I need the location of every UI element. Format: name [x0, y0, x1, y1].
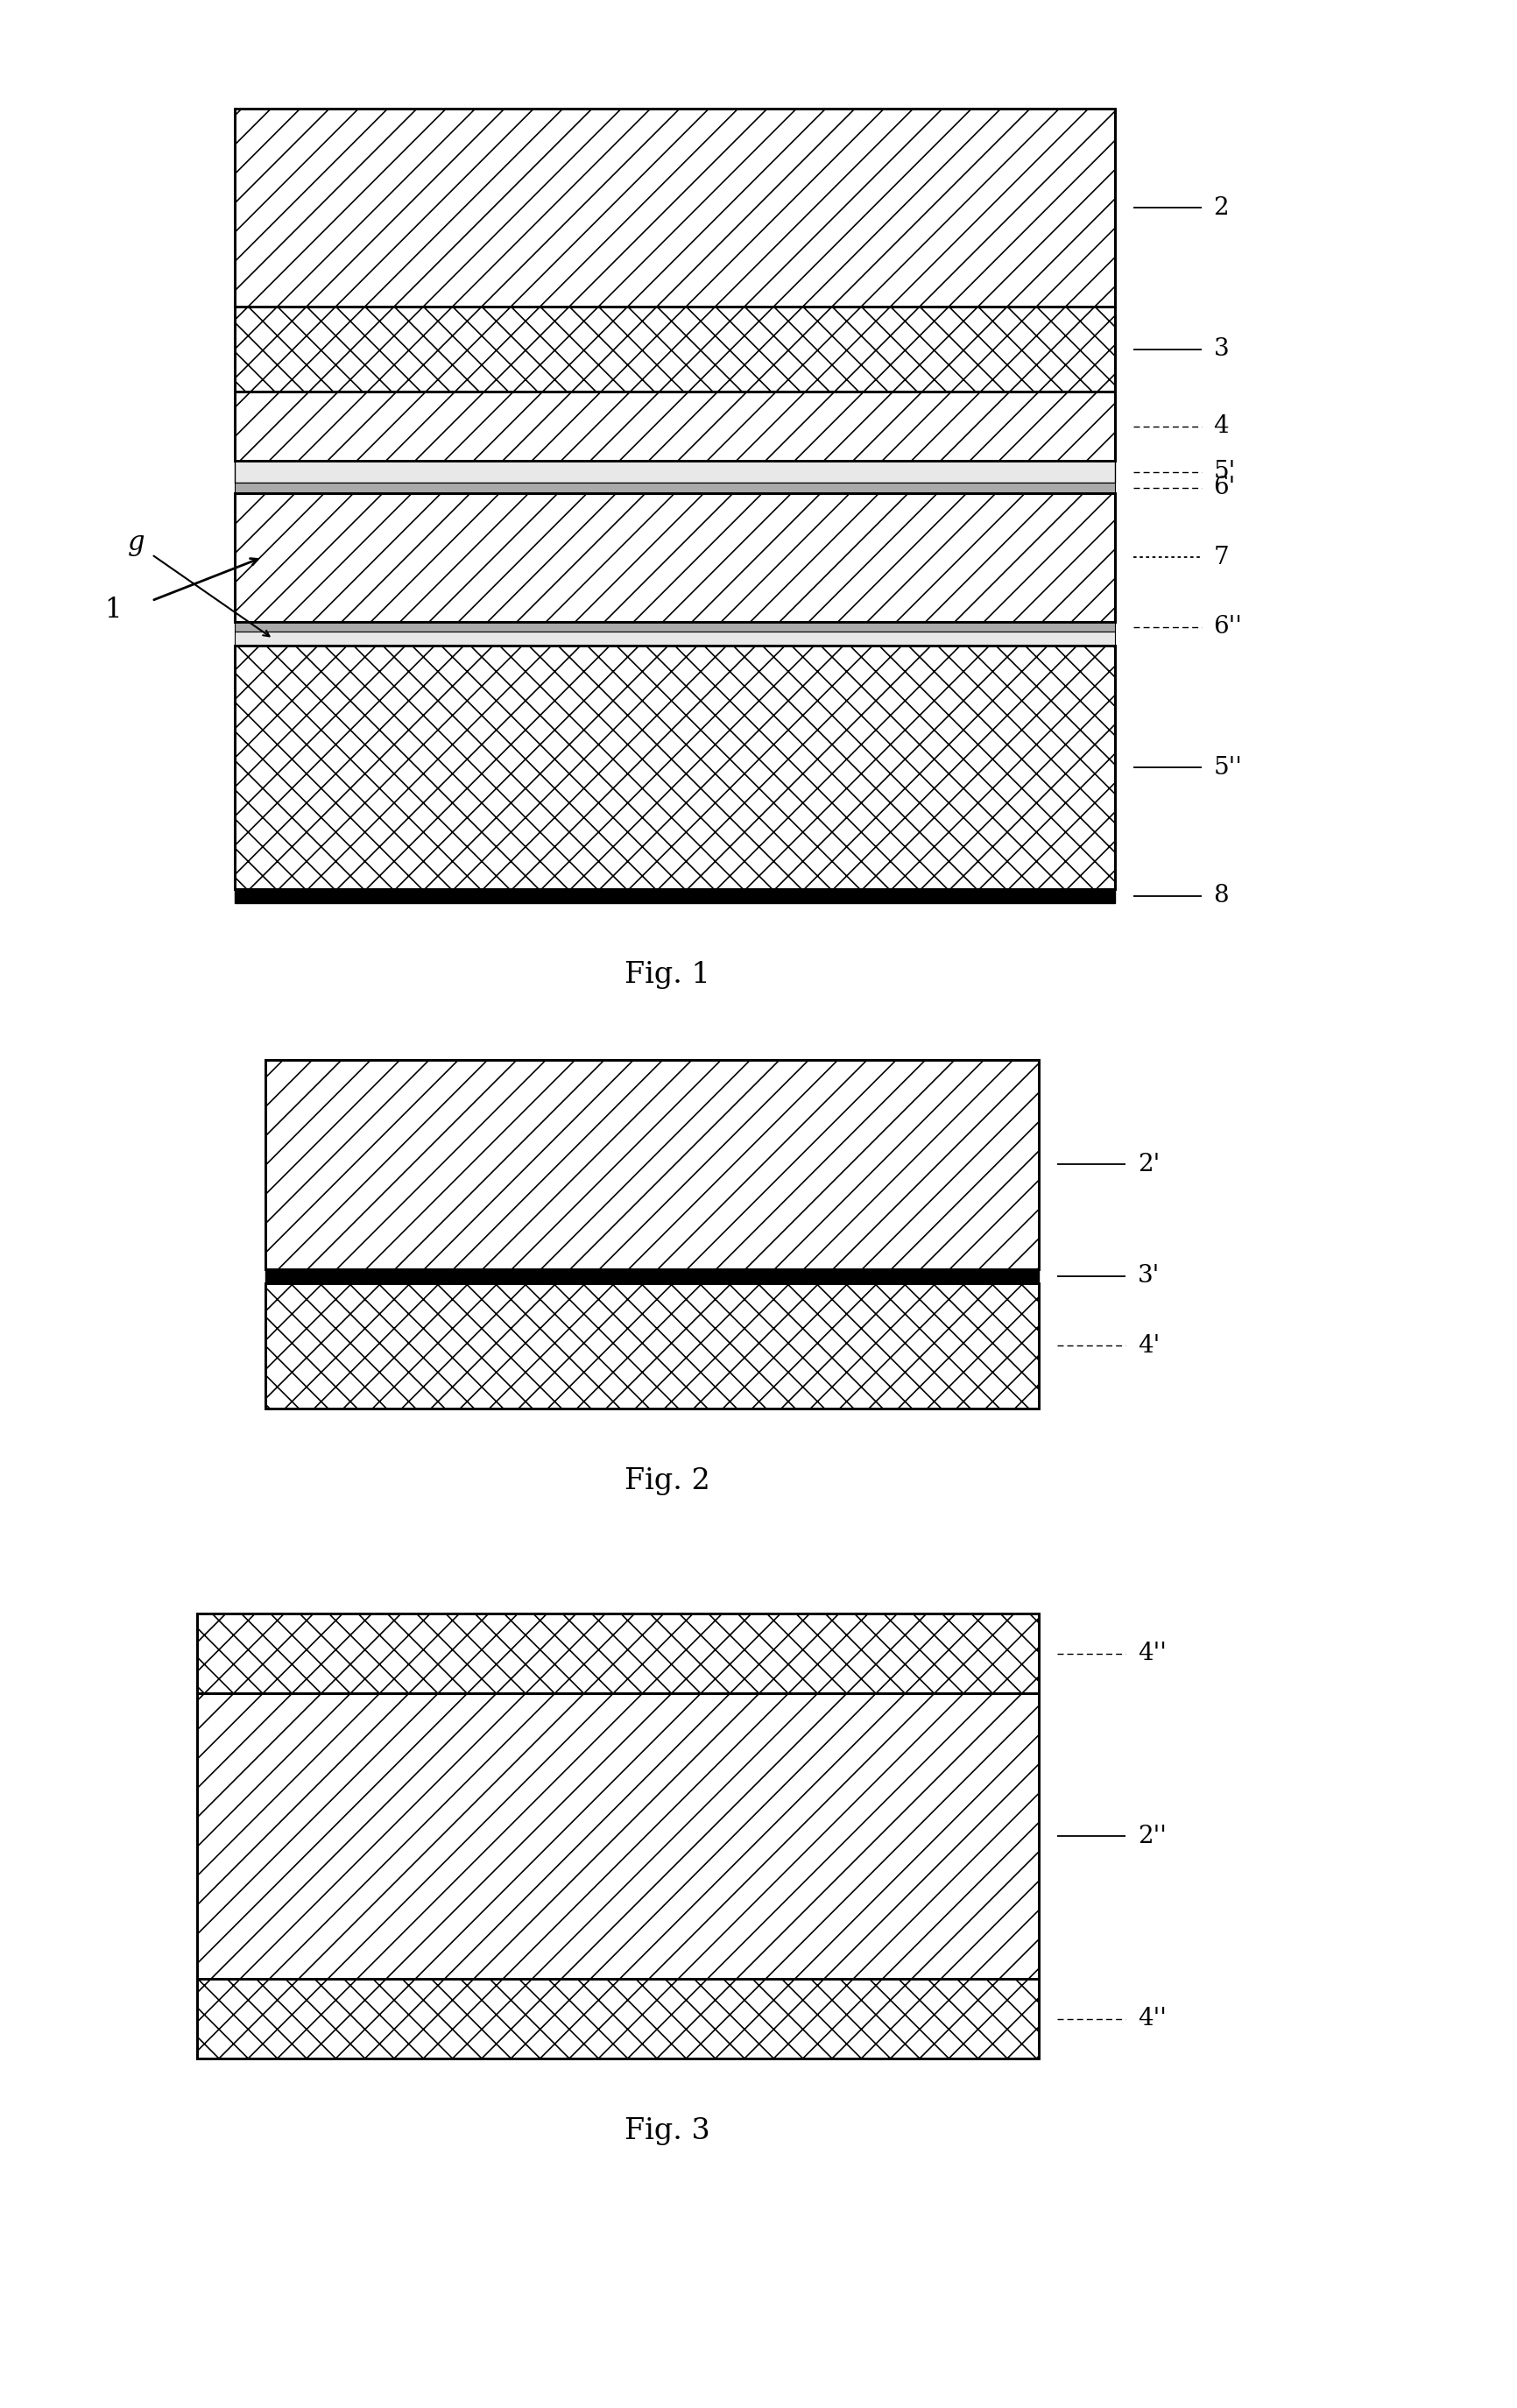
Text: 5'': 5'': [1214, 756, 1242, 780]
Bar: [197, 1979, 1039, 2059]
Bar: [235, 631, 1115, 645]
Text: 1: 1: [105, 597, 121, 624]
Bar: [235, 494, 1115, 621]
Bar: [197, 1693, 1039, 1979]
Text: 3': 3': [1138, 1264, 1161, 1288]
Bar: [197, 1613, 1039, 1693]
Bar: [197, 1613, 1039, 1693]
Bar: [265, 1060, 1039, 1269]
Bar: [235, 393, 1115, 460]
Text: Fig. 2: Fig. 2: [625, 1466, 710, 1495]
Bar: [265, 1283, 1039, 1409]
Text: 4'': 4'': [1138, 2006, 1167, 2030]
Text: 6'': 6'': [1214, 614, 1242, 638]
Bar: [235, 484, 1115, 494]
Text: 6': 6': [1214, 477, 1236, 498]
Text: 5': 5': [1214, 460, 1236, 484]
Text: 3: 3: [1214, 337, 1229, 361]
Bar: [197, 1979, 1039, 2059]
Bar: [235, 108, 1115, 306]
Text: 2': 2': [1138, 1153, 1161, 1175]
Text: 4'': 4'': [1138, 1642, 1167, 1666]
Bar: [235, 460, 1115, 484]
Text: 8: 8: [1214, 884, 1229, 908]
Bar: [235, 645, 1115, 889]
Bar: [235, 108, 1115, 306]
Bar: [235, 393, 1115, 460]
Bar: [265, 1283, 1039, 1409]
Text: 7: 7: [1214, 547, 1229, 568]
Bar: [235, 621, 1115, 631]
Text: 2: 2: [1214, 195, 1229, 219]
Bar: [265, 1060, 1039, 1269]
Bar: [235, 308, 1115, 393]
Text: 4: 4: [1214, 414, 1229, 438]
Bar: [265, 1269, 1039, 1283]
Text: g: g: [127, 530, 146, 556]
Bar: [235, 308, 1115, 393]
Bar: [235, 494, 1115, 621]
Text: Fig. 1: Fig. 1: [625, 961, 710, 990]
Bar: [235, 889, 1115, 903]
Text: 4': 4': [1138, 1334, 1161, 1358]
Text: Fig. 3: Fig. 3: [625, 2117, 710, 2146]
Text: 2'': 2'': [1138, 1825, 1167, 1847]
Bar: [235, 645, 1115, 889]
Bar: [197, 1693, 1039, 1979]
